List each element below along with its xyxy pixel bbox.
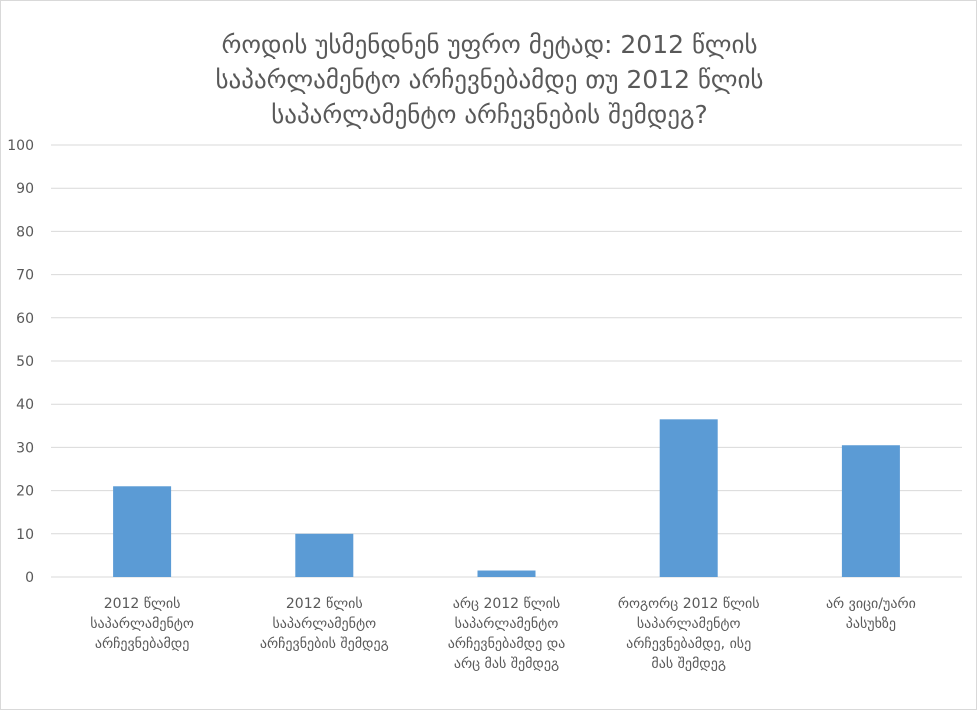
bar <box>113 486 172 577</box>
y-tick-label: 0 <box>25 570 34 586</box>
x-tick-label: 2012 წლის <box>286 596 363 612</box>
x-tick-label: საპარლამენტო <box>272 615 376 632</box>
x-tick-label: არ ვიცი/უარი <box>826 595 916 612</box>
x-tick-label: საპარლამენტო <box>90 615 194 632</box>
y-tick-label: 50 <box>16 354 34 370</box>
chart-title-line-2: საპარლამენტო არჩევნებამდე თუ 2012 წლის <box>215 65 764 94</box>
y-tick-label: 100 <box>7 138 34 154</box>
x-tick-label: არჩევნების შემდეგ <box>260 635 389 652</box>
chart-title-line-1: როდის უსმენდნენ უფრო მეტად: 2012 წლის <box>221 30 758 59</box>
y-tick-label: 70 <box>16 268 34 284</box>
bar <box>295 533 354 577</box>
x-tick-label: 2012 წლის <box>104 596 181 612</box>
y-tick-label: 80 <box>16 224 34 240</box>
chart-title-line-3: საპარლამენტო არჩევნების შემდეგ? <box>271 100 708 129</box>
x-tick-label: არჩევნებამდე და <box>448 635 566 652</box>
x-tick-label: არც მას შემდეგ <box>454 655 559 672</box>
x-tick-label: მას შემდეგ <box>651 656 726 672</box>
x-tick-label: არჩევნებამდე <box>95 635 190 652</box>
x-tick-label: არჩევნებამდე, ისე <box>626 635 751 652</box>
y-tick-label: 40 <box>16 397 34 413</box>
y-tick-label: 10 <box>16 527 34 543</box>
bar <box>477 570 536 577</box>
x-tick-label: არც 2012 წლის <box>453 595 561 612</box>
bar <box>841 445 900 577</box>
x-tick-label: საპარლამენტო <box>455 615 559 632</box>
y-tick-label: 30 <box>16 440 34 456</box>
bar <box>659 419 718 577</box>
y-tick-label: 20 <box>16 484 34 500</box>
chart-title: როდის უსმენდნენ უფრო მეტად: 2012 წლის სა… <box>41 27 938 132</box>
x-tick-label: საპარლამენტო <box>637 615 741 632</box>
y-tick-label: 60 <box>16 311 34 327</box>
y-tick-label: 90 <box>16 181 34 197</box>
x-tick-label: როგორც 2012 წლის <box>618 595 760 612</box>
x-tick-label: პასუხზე <box>846 616 896 632</box>
